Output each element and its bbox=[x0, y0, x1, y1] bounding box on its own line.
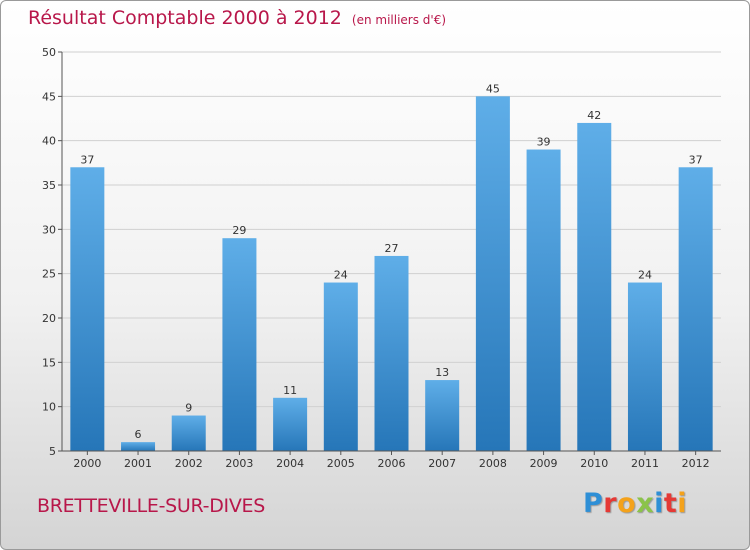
x-tick-label: 2003 bbox=[225, 457, 253, 470]
bar bbox=[70, 167, 105, 451]
x-tick-label: 2004 bbox=[276, 457, 304, 470]
bar-layer bbox=[70, 96, 713, 452]
data-label: 42 bbox=[587, 109, 601, 122]
bar bbox=[323, 282, 358, 451]
x-tick-label: 2006 bbox=[378, 457, 406, 470]
x-tick-label: 2001 bbox=[124, 457, 152, 470]
proxiti-logo[interactable]: Proxiti bbox=[583, 488, 687, 519]
logo-letter: i bbox=[677, 488, 688, 519]
y-tick-label: 35 bbox=[42, 179, 56, 192]
bar bbox=[273, 397, 308, 451]
x-tick-label: 2009 bbox=[530, 457, 558, 470]
data-label: 45 bbox=[486, 82, 500, 95]
bar bbox=[577, 122, 612, 451]
x-tick-label: 2011 bbox=[631, 457, 659, 470]
y-tick-label: 45 bbox=[42, 90, 56, 103]
chart-title: Résultat Comptable 2000 à 2012 (en millie… bbox=[28, 7, 446, 29]
logo-letter: t bbox=[663, 488, 678, 519]
data-label: 37 bbox=[689, 153, 703, 166]
data-label: 24 bbox=[638, 269, 652, 282]
y-tick-label: 25 bbox=[42, 268, 56, 281]
y-tick-label: 15 bbox=[42, 356, 56, 369]
y-tick-label: 50 bbox=[42, 46, 56, 59]
y-tick-label: 5 bbox=[49, 445, 56, 458]
bar bbox=[374, 255, 409, 451]
x-tick-label: 2012 bbox=[682, 457, 710, 470]
x-tick-label: 2007 bbox=[428, 457, 456, 470]
bar bbox=[425, 380, 460, 451]
x-tick-label: 2010 bbox=[580, 457, 608, 470]
data-label: 27 bbox=[385, 242, 399, 255]
x-tick-label: 2002 bbox=[175, 457, 203, 470]
bar bbox=[171, 415, 206, 451]
x-tick-label: 2000 bbox=[73, 457, 101, 470]
data-label: 39 bbox=[537, 136, 551, 149]
x-tick-label: 2005 bbox=[327, 457, 355, 470]
data-label: 24 bbox=[334, 269, 348, 282]
label-layer: 37 6 9 29 11 24 27 13 45 39 42 24 37 bbox=[80, 82, 702, 441]
chart-title-text: Résultat Comptable 2000 à 2012 bbox=[28, 7, 342, 29]
unit-label: (en milliers d'€) bbox=[351, 13, 447, 27]
logo-letter: x bbox=[636, 488, 655, 519]
logo-letter: r bbox=[603, 488, 618, 519]
x-tick-label: 2008 bbox=[479, 457, 507, 470]
bar bbox=[475, 96, 510, 451]
data-label: 29 bbox=[232, 224, 246, 237]
commune-name: BRETTEVILLE-SUR-DIVES bbox=[37, 495, 266, 517]
data-label: 13 bbox=[435, 366, 449, 379]
bar bbox=[678, 167, 713, 451]
bar bbox=[627, 282, 662, 451]
logo-letter: i bbox=[654, 488, 664, 519]
y-tick-label: 10 bbox=[42, 401, 56, 414]
bar bbox=[222, 238, 257, 451]
data-label: 37 bbox=[80, 153, 94, 166]
data-label: 6 bbox=[135, 428, 142, 441]
data-label: 11 bbox=[283, 384, 297, 397]
bar bbox=[121, 442, 156, 451]
logo-letter: P bbox=[583, 488, 604, 519]
data-label: 9 bbox=[185, 402, 192, 415]
logo-letter: o bbox=[617, 488, 637, 519]
y-tick-label: 30 bbox=[42, 223, 56, 236]
y-tick-label: 40 bbox=[42, 135, 56, 148]
y-tick-label: 20 bbox=[42, 312, 56, 325]
axis-layer: 5 10 15 20 25 30 35 40 45 50 2000 2001 2002 2003 2004 2… bbox=[42, 46, 721, 470]
bar bbox=[526, 149, 561, 452]
